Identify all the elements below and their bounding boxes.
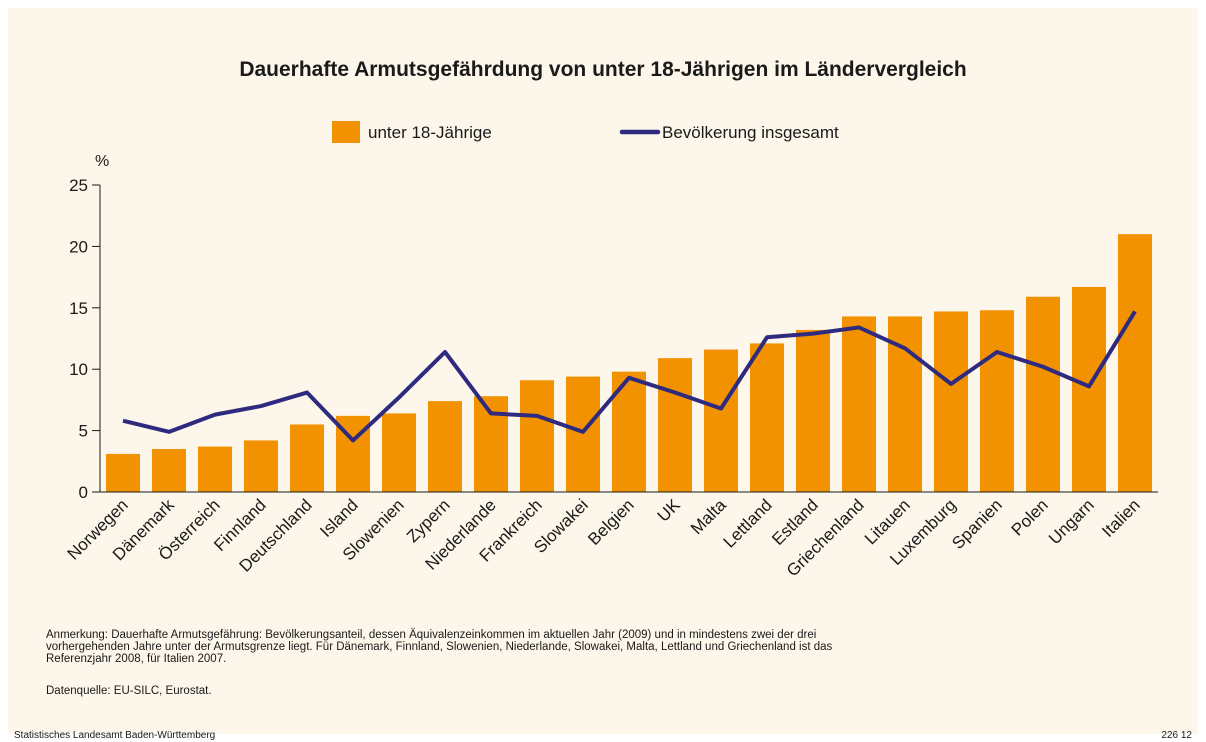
bar: [842, 316, 876, 492]
y-tick-label: 25: [69, 176, 88, 195]
bar: [704, 349, 738, 492]
bar: [244, 440, 278, 492]
y-tick-label: 15: [69, 299, 88, 318]
bar: [152, 449, 186, 492]
bar: [566, 376, 600, 492]
note-line: vorhergehenden Jahre unter der Armutsgre…: [46, 641, 833, 653]
note-line: Referenzjahr 2008, für Italien 2007.: [46, 653, 226, 665]
bar: [796, 329, 830, 492]
bar: [382, 413, 416, 492]
bar: [198, 446, 232, 492]
y-tick-label: 20: [69, 237, 88, 256]
footer-left: Statistisches Landesamt Baden-Württember…: [14, 730, 215, 741]
bar: [1026, 296, 1060, 492]
bar: [934, 311, 968, 492]
legend-swatch: [332, 121, 360, 143]
bar: [888, 316, 922, 492]
bar: [428, 401, 462, 492]
y-tick-label: 0: [79, 483, 88, 502]
bar: [750, 343, 784, 492]
bar: [1072, 286, 1106, 492]
line: [122, 310, 1137, 443]
footer-right: 226 12: [1161, 730, 1192, 741]
bar: [658, 358, 692, 492]
bar: [980, 310, 1014, 492]
bar: [106, 453, 140, 492]
legend-label: Bevölkerung insgesamt: [662, 123, 839, 142]
bar: [520, 380, 554, 492]
chart-title: Dauerhafte Armutsgefährdung von unter 18…: [239, 58, 966, 81]
y-tick-label: 5: [79, 422, 88, 441]
bar: [1118, 234, 1152, 492]
y-axis-label: %: [95, 153, 109, 170]
background: [8, 8, 1198, 734]
note-line: Anmerkung: Dauerhafte Armutsgefährung: B…: [46, 629, 816, 641]
source: Datenquelle: EU-SILC, Eurostat.: [46, 685, 212, 697]
legend-label: unter 18-Jährige: [368, 123, 492, 142]
y-tick-label: 10: [69, 360, 88, 379]
bar: [290, 424, 324, 492]
